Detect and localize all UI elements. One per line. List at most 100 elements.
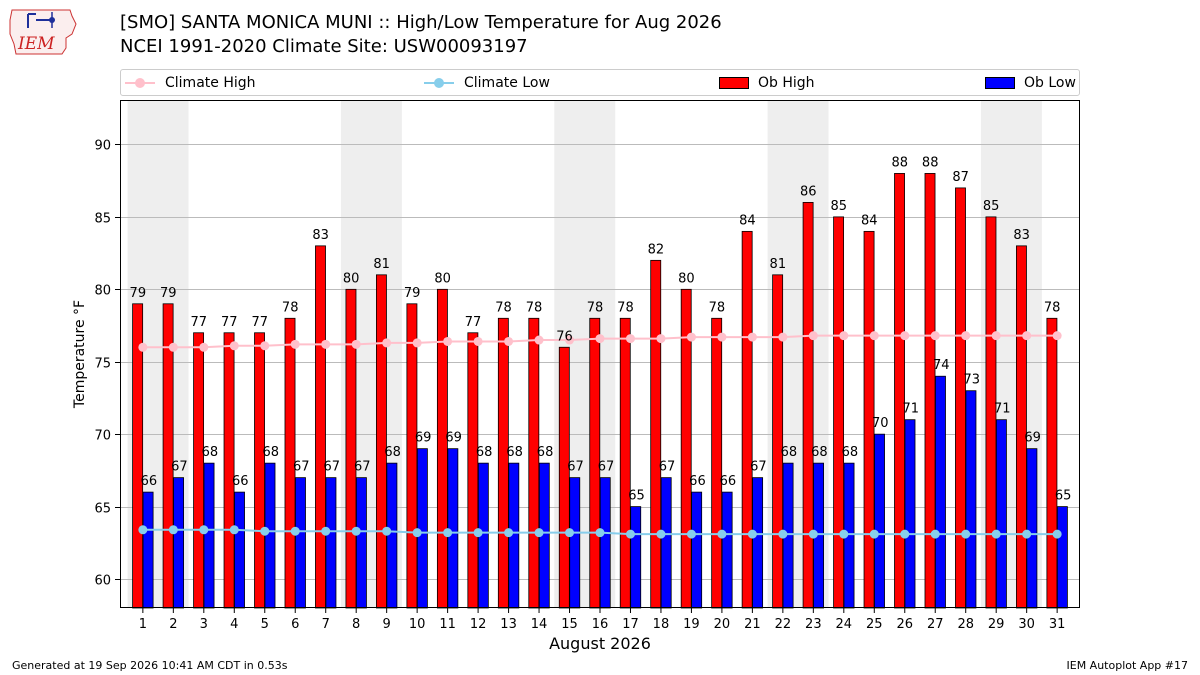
climate-high-point — [625, 334, 635, 344]
climate-high-point — [382, 338, 392, 348]
x-tick-label: 22 — [775, 617, 792, 632]
chart-subtitle: NCEI 1991-2020 Climate Site: USW00093197 — [120, 36, 528, 57]
ob-low-bar — [1026, 448, 1038, 609]
ob-low-swatch — [985, 76, 1015, 89]
ob-high-bar — [467, 332, 479, 609]
plot-frame — [120, 100, 1080, 608]
ob-high-label: 77 — [221, 315, 238, 330]
ob-high-bar — [376, 274, 387, 609]
climate-low-point — [412, 528, 422, 538]
climate-high-point — [991, 331, 1001, 341]
climate-high-point — [900, 331, 910, 341]
ob-high-label: 78 — [617, 300, 634, 315]
climate-low-point — [991, 529, 1001, 539]
ob-high-label: 78 — [282, 300, 299, 315]
ob-low-bar — [965, 390, 977, 609]
logo-text: IEM — [17, 34, 55, 54]
x-tick-label: 15 — [561, 617, 578, 632]
climate-low-point — [351, 526, 361, 536]
ob-low-bar — [325, 477, 337, 609]
climate-low-swatch — [422, 76, 456, 90]
climate-high-swatch — [123, 76, 157, 90]
ob-low-label: 69 — [415, 431, 432, 446]
climate-high-point — [443, 336, 453, 346]
ob-low-bar — [630, 506, 642, 609]
ob-low-bar — [904, 419, 916, 609]
climate-high-point — [168, 342, 178, 352]
ob-high-label: 79 — [130, 286, 147, 301]
x-tick-label: 2 — [169, 617, 177, 632]
ob-high-label: 84 — [739, 213, 756, 228]
ob-high-label: 83 — [1013, 228, 1030, 243]
ob-low-label: 67 — [750, 460, 767, 475]
ob-high-label: 85 — [831, 199, 848, 214]
y-tick-label: 80 — [94, 284, 111, 299]
x-axis: 1 2 3 4 5 6 7 8 9 10 11 12 13 14 15 16 17 18 19 20 21 22 23 24 2… — [139, 608, 1065, 632]
ob-high-bar — [1046, 317, 1058, 609]
ob-low-label: 68 — [263, 445, 280, 460]
ob-low-label: 67 — [598, 460, 615, 475]
climate-low-point — [656, 529, 666, 539]
ob-low-bar — [1056, 506, 1068, 609]
x-axis-label: August 2026 — [549, 634, 651, 653]
climate-low-point — [839, 529, 849, 539]
ob-high-label: 88 — [891, 155, 908, 170]
y-tick-label: 60 — [94, 574, 111, 589]
ob-high-label: 80 — [678, 271, 695, 286]
legend-label-ob-low: Ob Low — [1024, 74, 1076, 91]
ob-high-label: 78 — [1044, 300, 1061, 315]
climate-low-point — [1022, 529, 1032, 539]
climate-low-point — [961, 529, 971, 539]
x-tick-label: 24 — [836, 617, 853, 632]
ob-low-bar — [599, 477, 611, 609]
ob-high-label: 78 — [709, 300, 726, 315]
generated-note: Generated at 19 Sep 2026 10:41 AM CDT in… — [12, 659, 288, 672]
climate-high-point — [351, 339, 361, 349]
ob-low-bar — [447, 448, 459, 609]
ob-low-bar — [295, 477, 306, 609]
ob-high-bar — [894, 173, 905, 609]
ob-high-label: 77 — [191, 315, 208, 330]
climate-high-point — [839, 331, 849, 341]
ob-low-label: 67 — [293, 460, 310, 475]
ob-low-bar — [234, 491, 245, 609]
x-tick-label: 12 — [470, 617, 487, 632]
ob-low-bar — [142, 491, 154, 609]
ob-low-label: 65 — [628, 489, 645, 504]
climate-low-point — [138, 525, 148, 535]
ob-low-label: 68 — [506, 445, 523, 460]
climate-low-point — [747, 529, 757, 539]
climate-low-point — [168, 525, 178, 535]
climate-high-point — [656, 334, 666, 344]
ob-low-bar — [874, 433, 885, 609]
x-tick-label: 26 — [896, 617, 913, 632]
ob-low-label: 69 — [1024, 431, 1041, 446]
climate-low-point — [717, 529, 727, 539]
x-tick-label: 28 — [957, 617, 974, 632]
climate-high-point — [138, 342, 148, 352]
ob-high-label: 82 — [648, 242, 665, 257]
legend-label-ob-high: Ob High — [758, 74, 815, 91]
ob-low-label: 67 — [354, 460, 371, 475]
climate-low-point — [473, 528, 483, 538]
climate-high-point — [717, 332, 727, 342]
climate-low-point — [930, 529, 940, 539]
climate-high-point — [565, 335, 575, 345]
legend-item-climate-low: Climate Low — [422, 70, 550, 95]
x-tick-label: 16 — [592, 617, 609, 632]
ob-low-bar — [264, 462, 276, 609]
x-tick-label: 20 — [714, 617, 731, 632]
y-tick-label: 90 — [94, 139, 111, 154]
climate-low-point — [229, 525, 239, 535]
ob-high-label: 78 — [495, 300, 512, 315]
climate-high-point — [869, 331, 879, 341]
x-tick-label: 11 — [439, 617, 456, 632]
ob-low-label: 68 — [476, 445, 493, 460]
ob-high-label: 88 — [922, 155, 939, 170]
ob-high-label: 76 — [556, 329, 573, 344]
ob-low-label: 68 — [384, 445, 401, 460]
climate-low-point — [199, 525, 209, 535]
ob-high-label: 86 — [800, 184, 817, 199]
ob-low-bar — [386, 462, 398, 609]
